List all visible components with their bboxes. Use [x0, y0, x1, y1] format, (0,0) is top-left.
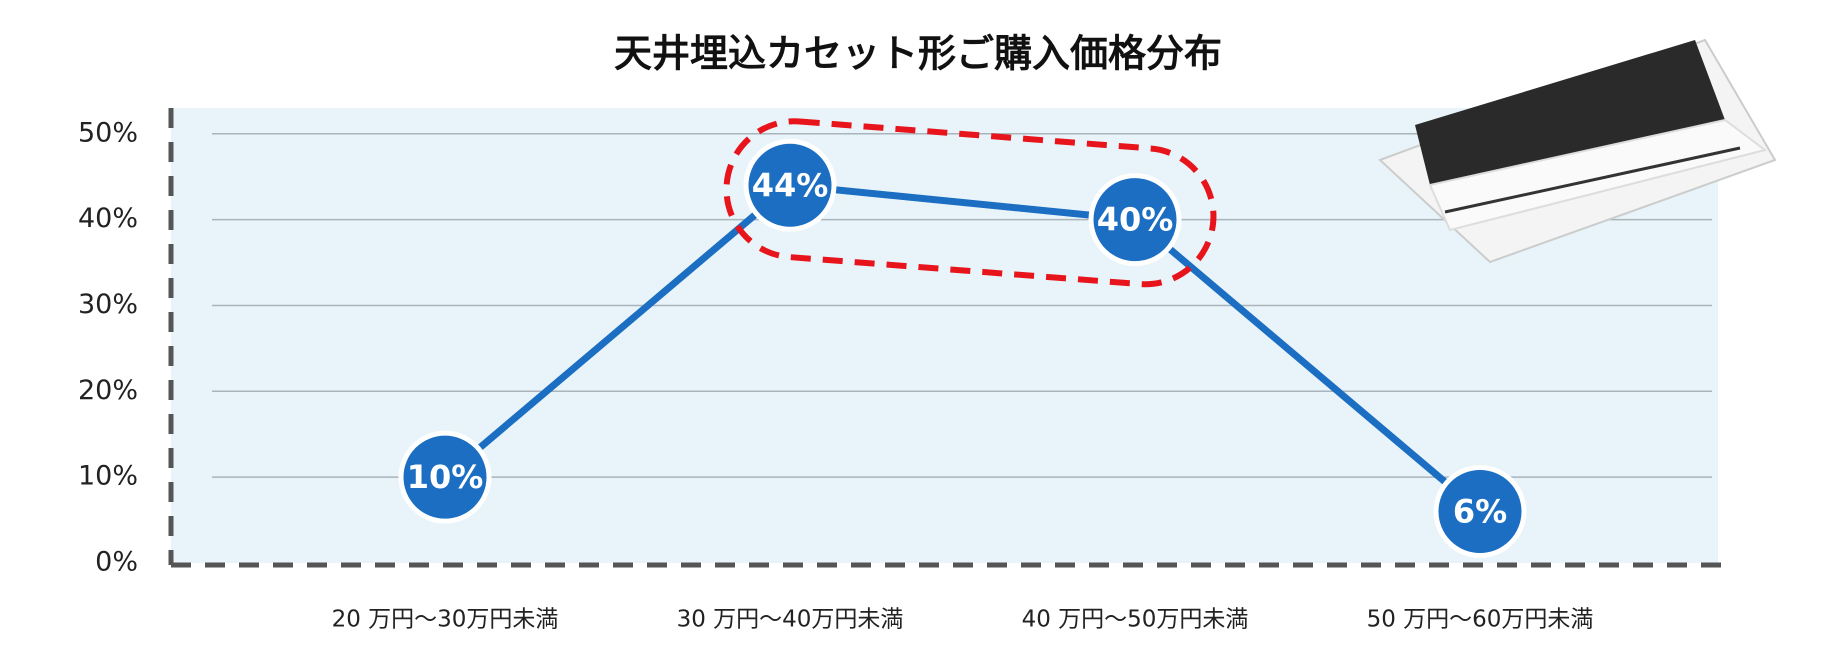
point [743, 138, 837, 232]
x-tick-label: 30 万円〜40万円未満 [677, 607, 904, 633]
x-tick-label: 20 万円〜30万円未満 [332, 607, 559, 633]
y-tick-label: 30% [78, 289, 138, 320]
plot [442, 181, 1483, 515]
line [442, 181, 1483, 515]
y-tick-label: 0% [95, 547, 138, 578]
data-label: 44% [752, 166, 829, 204]
data-label: 40% [1097, 201, 1174, 239]
y-tick-label: 40% [78, 203, 138, 234]
y-tick-label: 10% [78, 461, 138, 492]
data-label: 10% [407, 458, 484, 496]
data-label: 6% [1453, 492, 1507, 530]
x-tick-label: 50 万円〜60万円未満 [1367, 607, 1594, 633]
x-tick-label: 40 万円〜50万円未満 [1022, 607, 1249, 633]
point [398, 430, 492, 524]
point [1088, 173, 1182, 267]
marks: 10% 44% 40% 6% [398, 138, 1527, 558]
highlight [723, 118, 1217, 288]
chart-title: 天井埋込カセット形ご購入価格分布 [614, 32, 1222, 76]
y-tick-label: 50% [78, 117, 138, 148]
y-tick-label: 20% [78, 375, 138, 406]
product-illustration [1378, 38, 1777, 264]
point [1433, 464, 1527, 558]
